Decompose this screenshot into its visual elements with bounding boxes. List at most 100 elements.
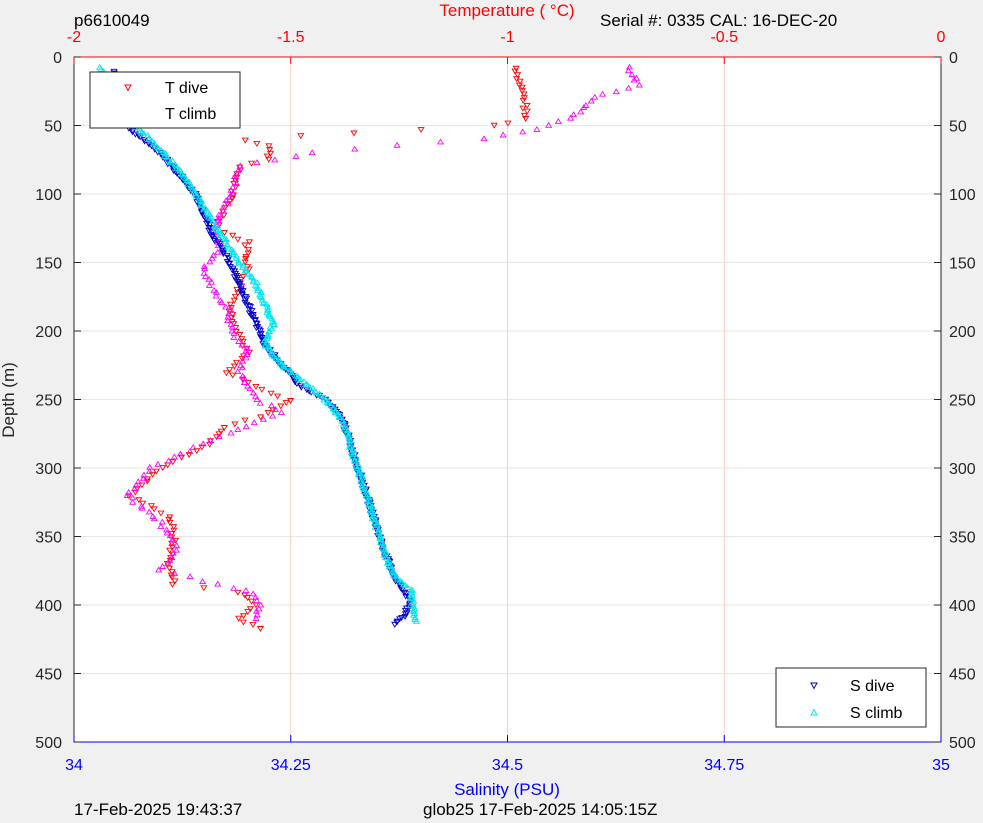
data-point bbox=[217, 232, 226, 239]
data-point bbox=[436, 138, 445, 145]
data-point bbox=[214, 580, 222, 587]
data-point bbox=[358, 482, 367, 489]
data-point bbox=[511, 68, 519, 75]
data-point bbox=[212, 226, 220, 232]
data-point bbox=[234, 260, 243, 267]
data-point bbox=[213, 434, 221, 441]
data-point bbox=[201, 204, 209, 211]
data-point bbox=[259, 415, 268, 422]
data-point bbox=[398, 615, 406, 622]
data-point bbox=[257, 414, 265, 421]
data-point bbox=[177, 454, 186, 461]
data-point bbox=[264, 303, 272, 310]
data-point bbox=[409, 600, 417, 607]
data-point bbox=[292, 152, 300, 159]
data-point bbox=[259, 299, 267, 306]
data-point bbox=[164, 156, 172, 163]
data-point bbox=[239, 261, 247, 268]
data-point bbox=[222, 197, 230, 204]
data-point bbox=[400, 589, 409, 596]
data-point bbox=[169, 549, 177, 556]
data-point bbox=[297, 133, 305, 140]
data-point bbox=[357, 476, 365, 483]
data-point bbox=[231, 421, 239, 428]
data-point bbox=[208, 278, 216, 285]
data-point bbox=[184, 180, 192, 187]
data-point bbox=[145, 135, 153, 142]
data-point bbox=[519, 128, 527, 135]
data-point bbox=[165, 565, 174, 572]
data-point bbox=[148, 471, 157, 478]
data-point bbox=[265, 310, 273, 317]
data-point bbox=[244, 382, 252, 389]
data-point bbox=[308, 149, 316, 156]
data-point bbox=[214, 248, 222, 255]
data-point bbox=[139, 475, 147, 482]
data-point bbox=[382, 549, 390, 556]
data-point bbox=[286, 368, 294, 375]
data-point bbox=[229, 372, 237, 379]
data-point bbox=[244, 595, 252, 602]
data-point bbox=[131, 489, 139, 496]
data-point bbox=[262, 339, 271, 346]
data-point bbox=[370, 511, 378, 518]
data-point bbox=[244, 271, 252, 278]
data-point bbox=[199, 440, 207, 447]
data-point bbox=[158, 518, 166, 525]
data-point bbox=[218, 299, 226, 306]
data-point bbox=[516, 78, 524, 85]
data-point bbox=[231, 293, 239, 300]
depth-tick-label-left: 0 bbox=[53, 50, 62, 67]
data-point bbox=[137, 502, 146, 509]
data-point bbox=[238, 357, 247, 364]
temperature-tick-label: -1.5 bbox=[277, 29, 305, 46]
data-point bbox=[154, 460, 162, 467]
data-point bbox=[329, 405, 337, 412]
data-point bbox=[253, 141, 261, 147]
data-point bbox=[580, 104, 588, 111]
data-point bbox=[512, 65, 520, 72]
data-point bbox=[200, 585, 208, 592]
data-point bbox=[232, 252, 241, 259]
data-point bbox=[253, 597, 261, 604]
data-point bbox=[247, 312, 255, 319]
data-point bbox=[294, 373, 302, 380]
data-point bbox=[206, 221, 214, 228]
data-point bbox=[306, 383, 314, 390]
data-point bbox=[165, 457, 173, 464]
data-point bbox=[229, 183, 237, 190]
data-point bbox=[253, 395, 261, 402]
data-point bbox=[225, 367, 234, 374]
data-point bbox=[145, 508, 153, 515]
data-point bbox=[277, 358, 285, 365]
data-point bbox=[229, 250, 237, 257]
data-point bbox=[385, 563, 393, 570]
data-point bbox=[383, 559, 392, 566]
data-point bbox=[375, 527, 383, 534]
data-point bbox=[246, 304, 255, 311]
data-point bbox=[249, 590, 257, 597]
data-point bbox=[381, 553, 389, 560]
data-point bbox=[343, 427, 351, 434]
data-point bbox=[519, 105, 527, 112]
data-point bbox=[624, 84, 633, 91]
data-point bbox=[408, 586, 417, 593]
data-point bbox=[215, 431, 223, 438]
salinity-tick-label: 34.25 bbox=[271, 757, 311, 774]
data-point bbox=[145, 141, 153, 148]
data-point bbox=[171, 578, 179, 585]
data-point bbox=[219, 207, 227, 214]
data-point bbox=[170, 527, 178, 534]
data-point bbox=[373, 519, 381, 526]
data-point bbox=[215, 214, 223, 221]
data-point bbox=[222, 303, 230, 310]
data-point bbox=[234, 426, 242, 432]
data-point bbox=[222, 370, 231, 377]
data-point bbox=[201, 272, 210, 279]
data-point bbox=[336, 414, 344, 420]
salinity-tick-label: 34.5 bbox=[492, 757, 523, 774]
data-point bbox=[219, 204, 227, 210]
data-point bbox=[358, 472, 367, 479]
data-point bbox=[379, 542, 388, 549]
data-point bbox=[265, 156, 273, 163]
